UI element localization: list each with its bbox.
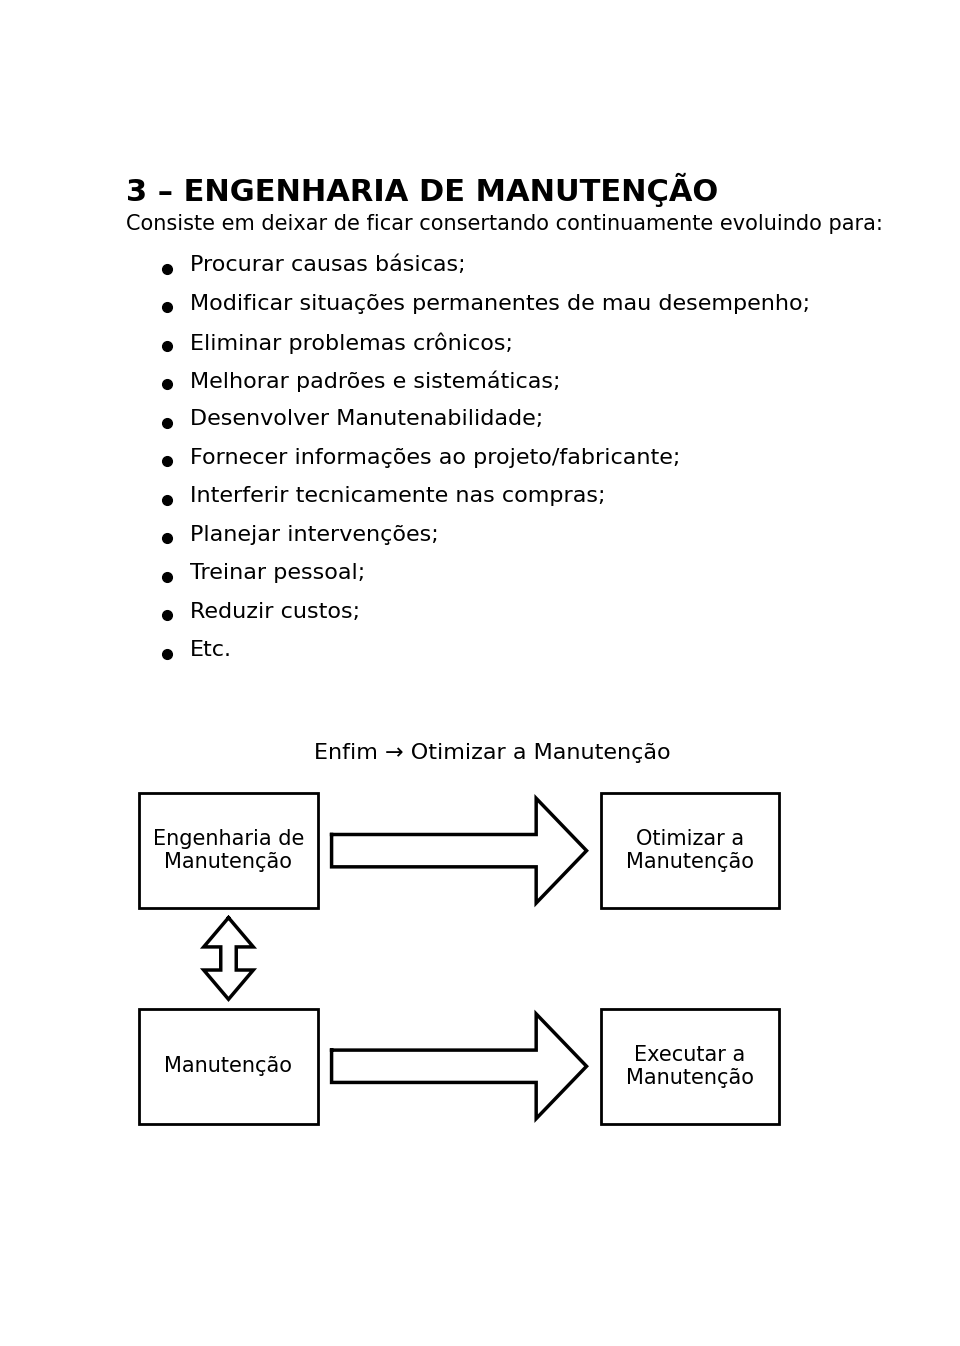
Text: Manutenção: Manutenção [164, 1057, 293, 1077]
Polygon shape [331, 798, 587, 903]
Polygon shape [204, 918, 253, 999]
Text: Procurar causas básicas;: Procurar causas básicas; [190, 256, 466, 276]
Text: Modificar situações permanentes de mau desempenho;: Modificar situações permanentes de mau d… [190, 293, 810, 314]
FancyBboxPatch shape [601, 1008, 779, 1124]
FancyBboxPatch shape [139, 1008, 318, 1124]
Text: Planejar intervenções;: Planejar intervenções; [190, 525, 439, 545]
FancyBboxPatch shape [601, 793, 779, 909]
Text: Otimizar a
Manutenção: Otimizar a Manutenção [626, 829, 754, 872]
Text: Engenharia de
Manutenção: Engenharia de Manutenção [153, 829, 304, 872]
Text: Enfim → Otimizar a Manutenção: Enfim → Otimizar a Manutenção [314, 743, 670, 763]
Text: Interferir tecnicamente nas compras;: Interferir tecnicamente nas compras; [190, 486, 605, 506]
Text: Treinar pessoal;: Treinar pessoal; [190, 564, 365, 583]
Text: Executar a
Manutenção: Executar a Manutenção [626, 1044, 754, 1088]
Polygon shape [331, 1014, 587, 1119]
Text: Eliminar problemas crônicos;: Eliminar problemas crônicos; [190, 332, 513, 354]
Text: Consiste em deixar de ficar consertando continuamente evoluindo para:: Consiste em deixar de ficar consertando … [126, 214, 883, 234]
Text: Melhorar padrões e sistemáticas;: Melhorar padrões e sistemáticas; [190, 371, 561, 393]
Text: Reduzir custos;: Reduzir custos; [190, 602, 360, 622]
Text: Etc.: Etc. [190, 641, 231, 661]
Text: 3 – ENGENHARIA DE MANUTENÇÃO: 3 – ENGENHARIA DE MANUTENÇÃO [126, 174, 718, 207]
FancyBboxPatch shape [139, 793, 318, 909]
Text: Desenvolver Manutenabilidade;: Desenvolver Manutenabilidade; [190, 409, 543, 429]
Text: Fornecer informações ao projeto/fabricante;: Fornecer informações ao projeto/fabrican… [190, 448, 680, 468]
